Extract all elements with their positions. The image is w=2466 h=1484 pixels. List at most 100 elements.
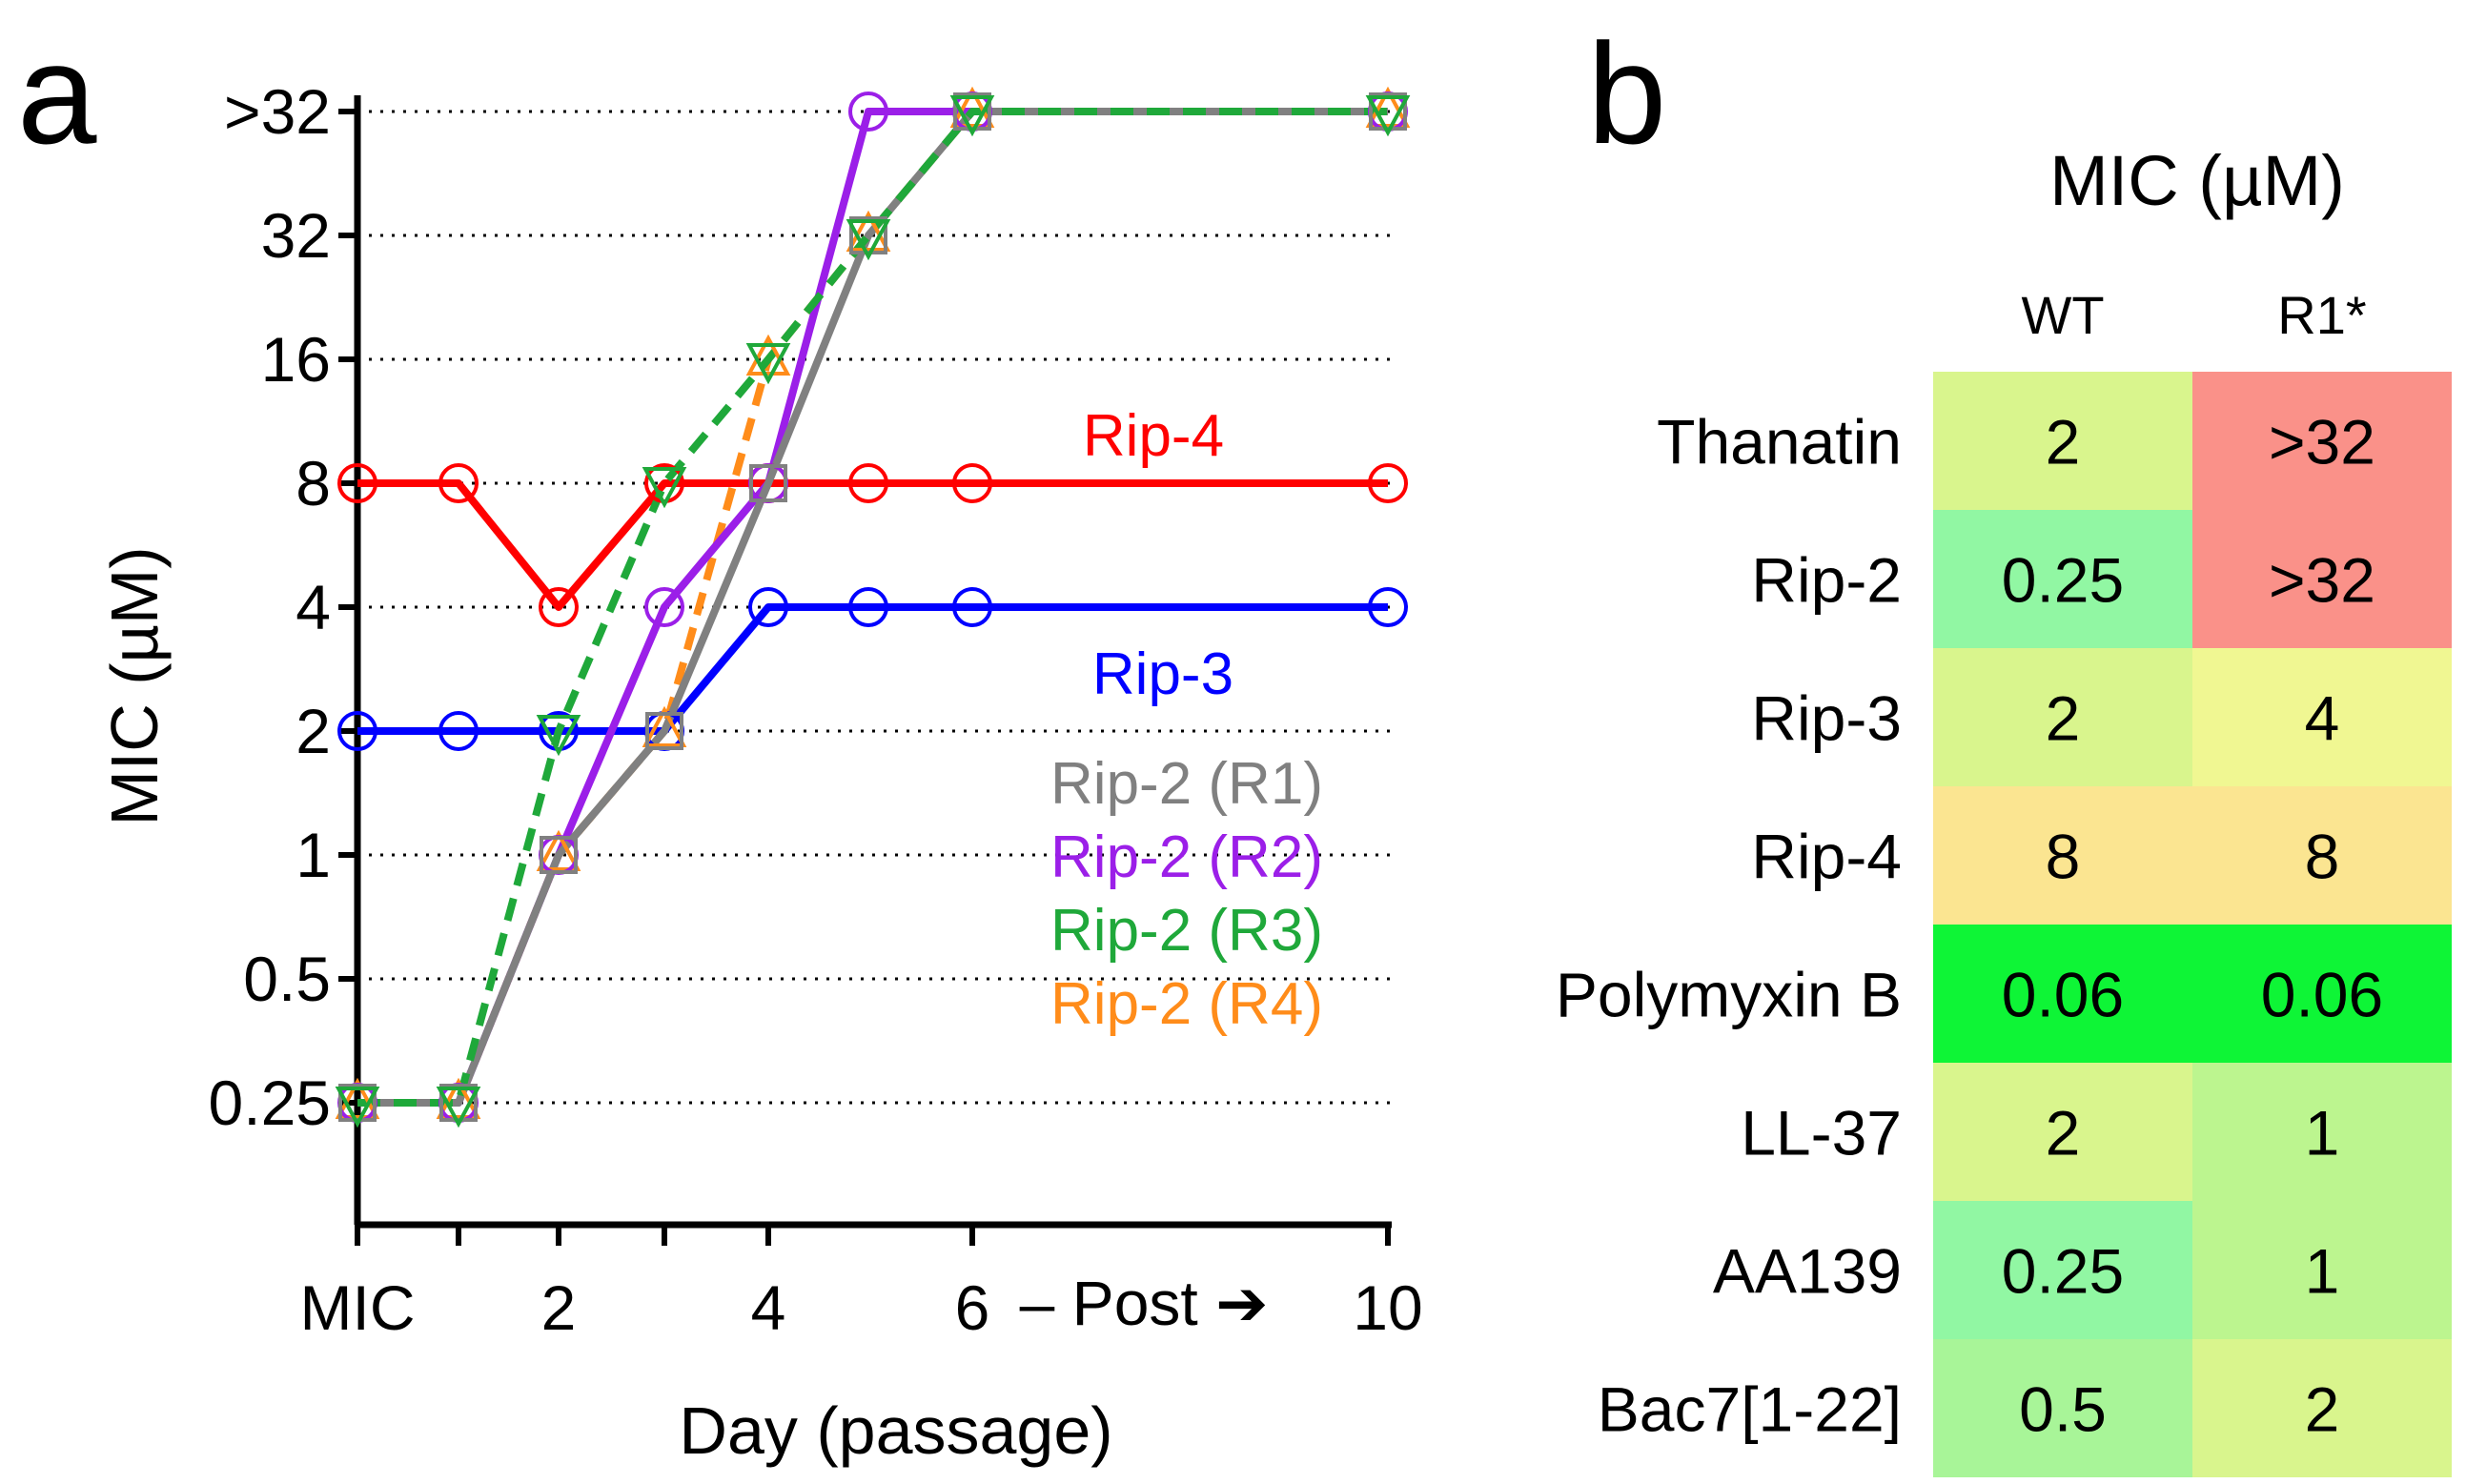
series-markers: [335, 86, 1411, 1128]
series-line-rip-2-r3: [357, 108, 1388, 1107]
data-point-rip-2-r4-0: [335, 1077, 380, 1119]
column-header-1: R1*: [2277, 285, 2366, 345]
row-label-6: AA139: [1713, 1236, 1902, 1307]
data-point-rip-2-r1-2: [540, 836, 578, 874]
data-point-rip-4-1: [438, 463, 479, 503]
data-point-rip-2-r3-3: [642, 467, 687, 509]
heatmap-cell-5-1: [2192, 1063, 2452, 1201]
y-tick-label-0: 0.25: [209, 1067, 331, 1138]
x-tick-label-6: 10: [1353, 1272, 1422, 1343]
row-label-1: Rip-2: [1751, 545, 1902, 616]
data-point-rip-2-r1-4: [749, 464, 787, 502]
x-tick-label-4: 4: [751, 1272, 786, 1343]
heatmap-cell-6-1: [2192, 1201, 2452, 1339]
heatmap-cell-7-0: [1933, 1339, 2192, 1477]
heatmap-cell-7-1: [2192, 1339, 2452, 1477]
y-tick-label-6: 16: [261, 324, 331, 395]
heatmap-cell-4-0: [1933, 925, 2192, 1063]
heatmap-cell-5-0: [1933, 1063, 2192, 1201]
heatmap-cell-2-1: [2192, 648, 2452, 786]
y-tick-label-5: 8: [296, 448, 331, 518]
data-point-rip-2-r3-2: [536, 715, 581, 757]
heatmap-title: MIC (µM): [2049, 141, 2345, 220]
data-point-rip-3-1: [438, 711, 479, 751]
cell-value-3-0: 8: [2046, 822, 2081, 892]
column-header-0: WT: [2021, 285, 2104, 345]
heatmap-cell-6-0: [1933, 1201, 2192, 1339]
y-tick-label-2: 1: [296, 820, 331, 890]
row-label-3: Rip-4: [1751, 822, 1902, 892]
row-label-2: Rip-3: [1751, 683, 1902, 754]
heatmap: WT R1* Thanatin 2 >32 Rip-2 0.25 >32 Rip-3 2 4 Rip-…: [1556, 285, 2452, 1477]
x-annotation-post: – Post ➔: [1020, 1268, 1269, 1338]
x-ticks: MIC 2 4 6 10: [300, 1225, 1423, 1343]
y-tick-label-8: >32: [224, 76, 331, 147]
heatmap-cell-0-0: [1933, 372, 2192, 510]
x-tick-label-0: MIC: [300, 1272, 416, 1343]
y-axis-title: MIC (µM): [97, 546, 172, 825]
heatmap-cell-4-1: [2192, 925, 2452, 1063]
data-point-rip-3-7: [1368, 587, 1408, 627]
row-label-7: Bac7[1-22]: [1598, 1374, 1902, 1445]
heatmap-cell-1-0: [1933, 510, 2192, 648]
cell-value-0-1: >32: [2269, 407, 2375, 478]
axes: [354, 95, 1392, 1229]
series-label-rip-2-r4: Rip-2 (R4): [1050, 971, 1323, 1037]
series-label-rip-2-r2: Rip-2 (R2): [1050, 824, 1323, 890]
cell-value-5-1: 1: [2305, 1098, 2340, 1169]
series-label-rip-3: Rip-3: [1092, 641, 1233, 707]
row-label-0: Thanatin: [1657, 407, 1902, 478]
y-tick-label-4: 4: [296, 572, 331, 642]
data-point-rip-4-2: [539, 587, 579, 627]
panel-b-letter: b: [1587, 13, 1666, 173]
data-point-rip-2-r4-6: [949, 86, 995, 128]
data-point-rip-2-r2-3: [644, 587, 684, 627]
series-label-rip-2-r3: Rip-2 (R3): [1050, 898, 1323, 964]
data-point-rip-2-r4-4: [745, 334, 791, 376]
data-point-rip-4-0: [337, 463, 377, 503]
cell-value-3-1: 8: [2305, 822, 2340, 892]
data-point-rip-2-r3-4: [745, 343, 791, 385]
x-tick-label-2: 2: [541, 1272, 577, 1343]
cell-value-4-1: 0.06: [2261, 960, 2383, 1030]
data-point-rip-2-r3-1: [436, 1087, 481, 1128]
data-point-rip-2-r4-3: [642, 705, 687, 747]
data-point-rip-2-r4-7: [1365, 86, 1411, 128]
x-tick-label-5: 6: [955, 1272, 990, 1343]
heatmap-cell-2-0: [1933, 648, 2192, 786]
heatmap-cell-0-1: [2192, 372, 2452, 510]
x-axis-title: Day (passage): [679, 1393, 1112, 1468]
data-point-rip-3-6: [952, 587, 992, 627]
data-point-rip-2-r4-5: [846, 210, 891, 252]
data-point-rip-3-4: [748, 587, 788, 627]
data-point-rip-2-r3-5: [846, 219, 891, 261]
y-tick-label-7: 32: [261, 200, 331, 271]
cell-value-7-1: 2: [2305, 1374, 2340, 1445]
data-point-rip-2-r3-7: [1365, 95, 1411, 137]
y-tick-label-3: 2: [296, 696, 331, 766]
data-point-rip-2-r1-3: [645, 712, 683, 750]
data-point-rip-3-5: [848, 587, 888, 627]
cell-value-6-0: 0.25: [2002, 1236, 2124, 1307]
cell-value-2-0: 2: [2046, 683, 2081, 754]
cell-value-1-1: >32: [2269, 545, 2375, 616]
series-label-rip-4: Rip-4: [1083, 403, 1224, 469]
series-label-rip-2-r1: Rip-2 (R1): [1050, 751, 1323, 817]
y-tick-label-1: 0.5: [243, 944, 331, 1014]
data-point-rip-4-6: [952, 463, 992, 503]
cell-value-7-0: 0.5: [2019, 1374, 2107, 1445]
data-point-rip-2-r4-1: [436, 1077, 481, 1119]
row-label-4: Polymyxin B: [1556, 960, 1902, 1030]
series-labels: Rip-4 Rip-3 Rip-2 (R1) Rip-2 (R2) Rip-2 (R3)…: [1050, 403, 1323, 1037]
y-ticks: 0.25 0.5 1 2 4 8 16 32 >32: [209, 76, 357, 1138]
data-point-rip-4-5: [848, 463, 888, 503]
data-point-rip-4-7: [1368, 463, 1408, 503]
data-point-rip-2-r3-6: [949, 95, 995, 137]
data-point-rip-2-r2-5: [848, 91, 888, 132]
heatmap-cell-3-1: [2192, 786, 2452, 925]
cell-value-5-0: 2: [2046, 1098, 2081, 1169]
heatmap-cell-3-0: [1933, 786, 2192, 925]
data-point-rip-2-r4-2: [536, 829, 581, 871]
